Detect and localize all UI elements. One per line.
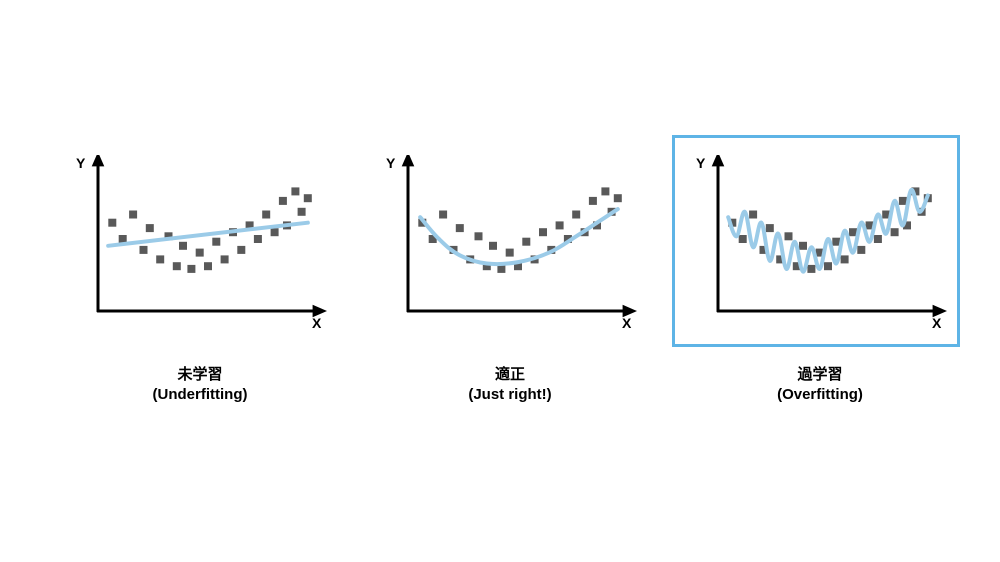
panel-justright: Y X <box>380 155 640 335</box>
x-axis-label: X <box>312 315 321 331</box>
chart-overfitting <box>690 155 950 335</box>
panel-title-en: (Underfitting) <box>153 385 248 405</box>
panel-title-en: (Overfitting) <box>777 385 863 405</box>
chart-justright <box>380 155 640 335</box>
panel-label-overfitting: 過学習 (Overfitting) <box>777 365 863 406</box>
x-axis-label: X <box>932 315 941 331</box>
panel-title-en: (Just right!) <box>468 385 551 405</box>
x-axis-label: X <box>622 315 631 331</box>
panel-title-jp: 過学習 <box>777 365 863 385</box>
panel-overfitting: Y X <box>690 155 950 335</box>
chart-underfitting <box>70 155 330 335</box>
panel-label-underfitting: 未学習 (Underfitting) <box>153 365 248 406</box>
panel-label-justright: 適正 (Just right!) <box>468 365 551 406</box>
panel-title-jp: 未学習 <box>153 365 248 385</box>
y-axis-label: Y <box>696 155 705 171</box>
y-axis-label: Y <box>386 155 395 171</box>
panel-title-jp: 適正 <box>468 365 551 385</box>
figure-canvas: Y X 未学習 (Underfitting) Y X 適正 (Just righ… <box>0 0 1000 562</box>
y-axis-label: Y <box>76 155 85 171</box>
panel-underfitting: Y X <box>70 155 330 335</box>
